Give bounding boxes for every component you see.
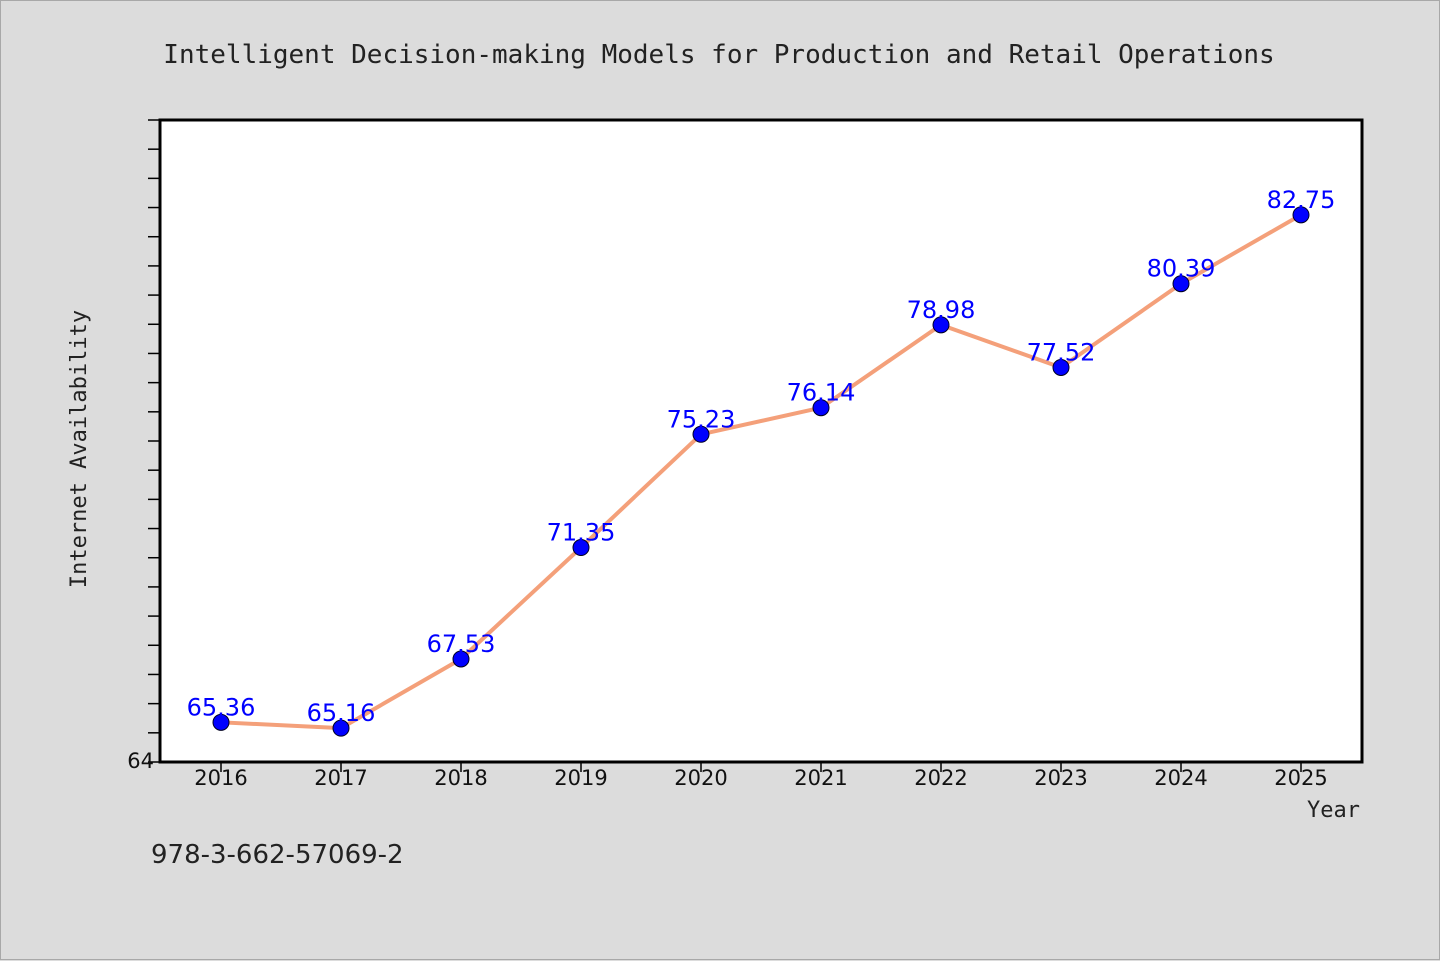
data-labels: 65.36 65.16 67.53 71.35 75.23 76.14 78.98 77.52…: [187, 186, 1336, 727]
data-point: [332, 719, 350, 737]
data-label: 80.39: [1147, 255, 1216, 283]
y-axis-title: Internet Availability: [67, 310, 92, 588]
x-tick-label: 2023: [1034, 766, 1087, 790]
chart-title: Intelligent Decision-making Models for P…: [163, 40, 1274, 70]
data-label: 71.35: [547, 519, 616, 547]
x-tick-label: 2025: [1274, 766, 1327, 790]
x-tick-label: 2019: [554, 766, 607, 790]
data-label: 82.75: [1267, 186, 1336, 214]
series-markers: [212, 206, 1310, 737]
data-label: 76.14: [787, 379, 856, 407]
x-tick-label: 2018: [434, 766, 487, 790]
x-tick-label: 2024: [1154, 766, 1207, 790]
data-point: [572, 539, 590, 557]
data-point: [1292, 206, 1310, 224]
data-point: [1052, 358, 1070, 376]
x-tick-label: 2021: [794, 766, 847, 790]
data-label: 75.23: [667, 405, 736, 433]
x-axis-ticks: 2016 2017 2018 2019 2020 2021 2022 2023 2024 2025: [194, 762, 1328, 790]
data-label: 65.16: [307, 699, 376, 727]
data-label: 65.36: [187, 693, 256, 721]
data-point: [212, 713, 230, 731]
data-point: [932, 316, 950, 334]
data-point: [692, 425, 710, 443]
x-axis-title: Year: [1307, 798, 1360, 823]
plot-area: [158, 118, 1364, 764]
y-tick-label-min: 64: [127, 749, 154, 773]
x-tick-label: 2016: [194, 766, 247, 790]
x-tick-label: 2022: [914, 766, 967, 790]
y-axis-ticks: [148, 119, 160, 763]
data-point: [452, 650, 470, 668]
isbn-footer: 978-3-662-57069-2: [151, 840, 404, 870]
data-label: 77.52: [1027, 338, 1096, 366]
x-tick-label: 2020: [674, 766, 727, 790]
data-point: [1172, 275, 1190, 293]
data-label: 67.53: [427, 630, 496, 658]
series-line: [219, 212, 1303, 731]
x-tick-label: 2017: [314, 766, 367, 790]
data-label: 78.98: [907, 296, 976, 324]
data-point: [812, 399, 830, 417]
